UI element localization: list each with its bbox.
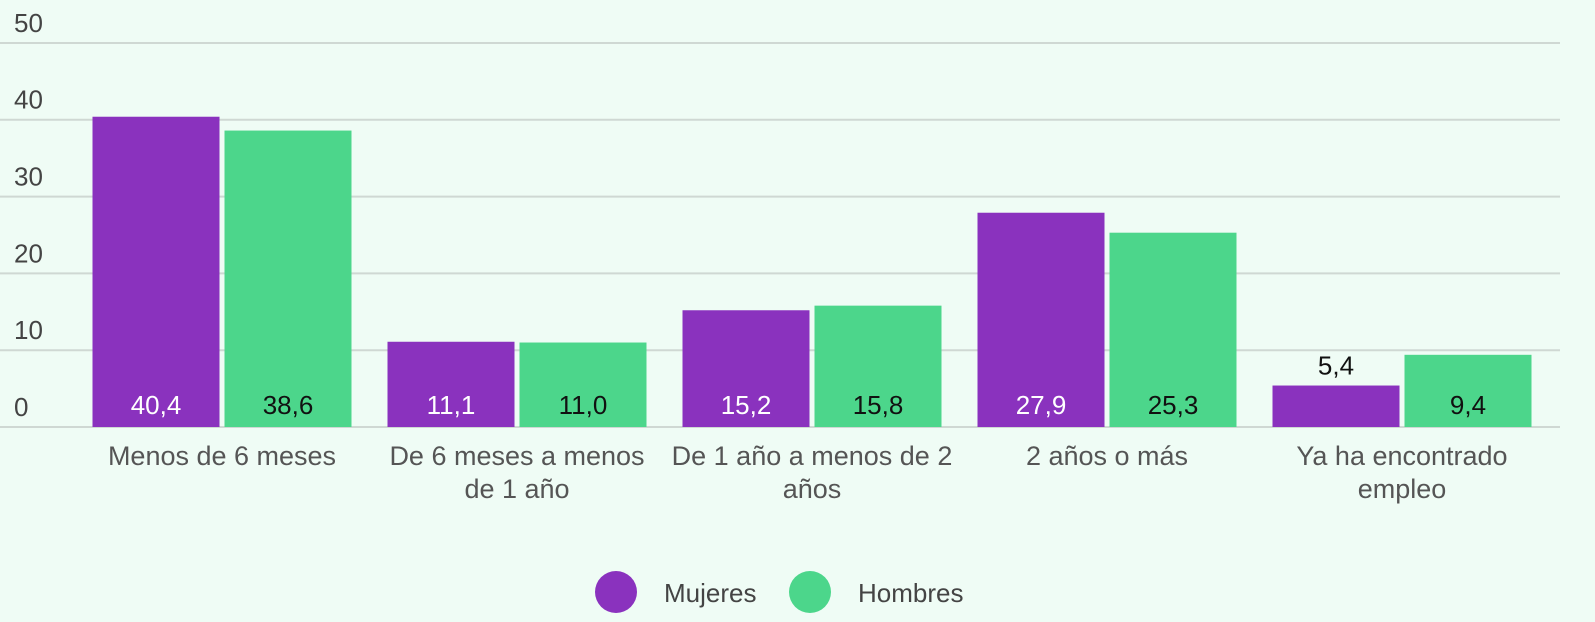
value-label: 38,6 <box>263 390 314 420</box>
value-label: 11,1 <box>427 390 476 420</box>
x-tick-label: De 6 meses a menos de 1 año <box>389 441 645 504</box>
x-tick-label: Menos de 6 meses <box>107 441 337 471</box>
y-tick-label: 50 <box>14 8 43 38</box>
value-label: 11,0 <box>559 390 608 420</box>
x-tick-label: 2 años o más <box>1025 441 1189 471</box>
y-tick-label: 0 <box>14 392 28 422</box>
bar <box>1272 385 1400 427</box>
value-label: 40,4 <box>131 390 182 420</box>
value-label: 15,8 <box>853 390 904 420</box>
bar <box>682 310 810 427</box>
legend-swatch <box>595 571 637 613</box>
y-tick-label: 40 <box>14 85 43 115</box>
bar <box>977 212 1105 427</box>
x-tick-label: Ya ha encontrado empleo <box>1296 441 1508 504</box>
legend-label: Hombres <box>858 578 963 608</box>
bar <box>92 116 220 427</box>
value-label: 9,4 <box>1450 390 1486 420</box>
legend-label: Mujeres <box>664 578 756 608</box>
bar <box>519 342 647 427</box>
value-label: 25,3 <box>1148 390 1199 420</box>
bar <box>1404 354 1532 427</box>
x-tick-label: De 1 año a menos de 2 años <box>671 441 953 504</box>
legend-swatch <box>789 571 831 613</box>
value-label: 27,9 <box>1016 390 1067 420</box>
bar <box>224 130 352 427</box>
bar <box>1109 232 1237 427</box>
y-tick-label: 30 <box>14 161 43 191</box>
value-label: 15,2 <box>721 390 772 420</box>
bar <box>387 341 515 427</box>
y-tick-label: 20 <box>14 238 43 268</box>
value-label: 5,4 <box>1318 350 1354 380</box>
bar <box>814 305 942 427</box>
y-tick-label: 10 <box>14 315 43 345</box>
